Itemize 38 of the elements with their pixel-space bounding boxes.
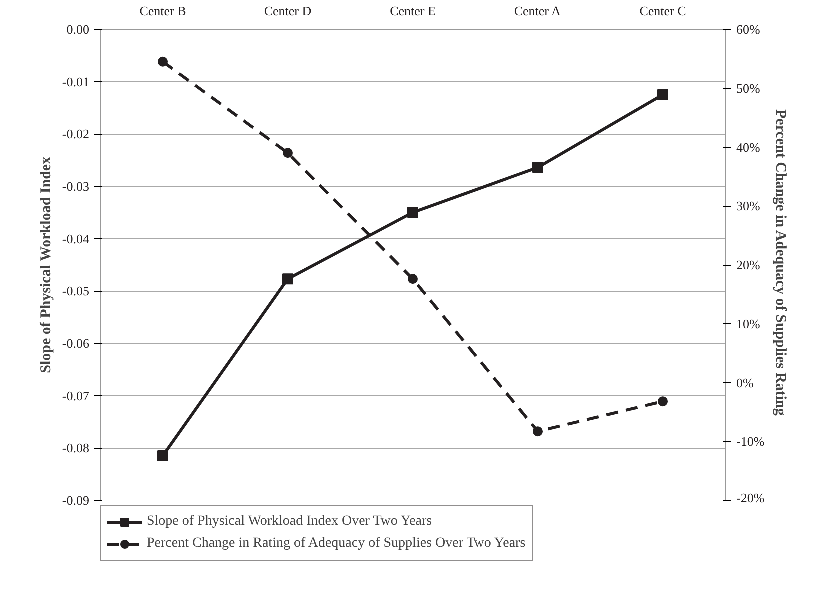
- y2-tick-label: 50%: [736, 80, 760, 96]
- y2-tick-label: 60%: [736, 22, 760, 37]
- y2-tick-label: -20%: [736, 490, 765, 506]
- point: [158, 450, 168, 462]
- point: [283, 148, 293, 158]
- y-tick-label: -0.03: [62, 179, 90, 194]
- y-tick-label: -0.01: [62, 74, 90, 90]
- y2-tick-label: 40%: [736, 140, 760, 155]
- x-tick-label: Center C: [640, 4, 686, 18]
- x-tick-label: Center A: [514, 4, 562, 18]
- point: [158, 56, 168, 67]
- y2-tick-label: 20%: [736, 258, 760, 272]
- point: [532, 162, 544, 174]
- legend-label: Percent Change in Rating of Adequacy of Supplies Over Two Years: [147, 536, 526, 552]
- y-tick-label: -0.08: [62, 440, 90, 456]
- y-tick-label: -0.07: [62, 388, 90, 404]
- y-tick-label: -0.02: [62, 126, 90, 142]
- y2-tick-label: 10%: [736, 316, 760, 332]
- y2-tick-label: 30%: [736, 198, 760, 214]
- point: [533, 426, 543, 437]
- point: [408, 207, 418, 218]
- x-tick-label: Center E: [390, 4, 436, 18]
- point: [408, 274, 418, 284]
- x-tick-label: Center B: [140, 4, 187, 18]
- y-tick-label: -0.04: [62, 231, 90, 246]
- y-tick-label: -0.05: [62, 284, 90, 299]
- x-tick-label: Center D: [264, 4, 312, 18]
- y-tick-label: -0.06: [62, 336, 90, 351]
- point: [658, 396, 668, 407]
- y-axis-title: Slope of Physical Workload Index: [38, 156, 54, 374]
- y2-axis-title: Percent Change in Adequacy of Supplies Rating: [772, 110, 789, 416]
- y2-tick-label: -10%: [736, 434, 765, 450]
- point: [658, 89, 668, 100]
- point: [282, 274, 294, 285]
- y-tick-label: -0.09: [62, 493, 90, 508]
- y2-tick-label: 0%: [736, 375, 754, 390]
- y-tick-label: 0.00: [66, 22, 90, 37]
- legend-label: Slope of Physical Workload Index Over Two Years: [147, 514, 432, 530]
